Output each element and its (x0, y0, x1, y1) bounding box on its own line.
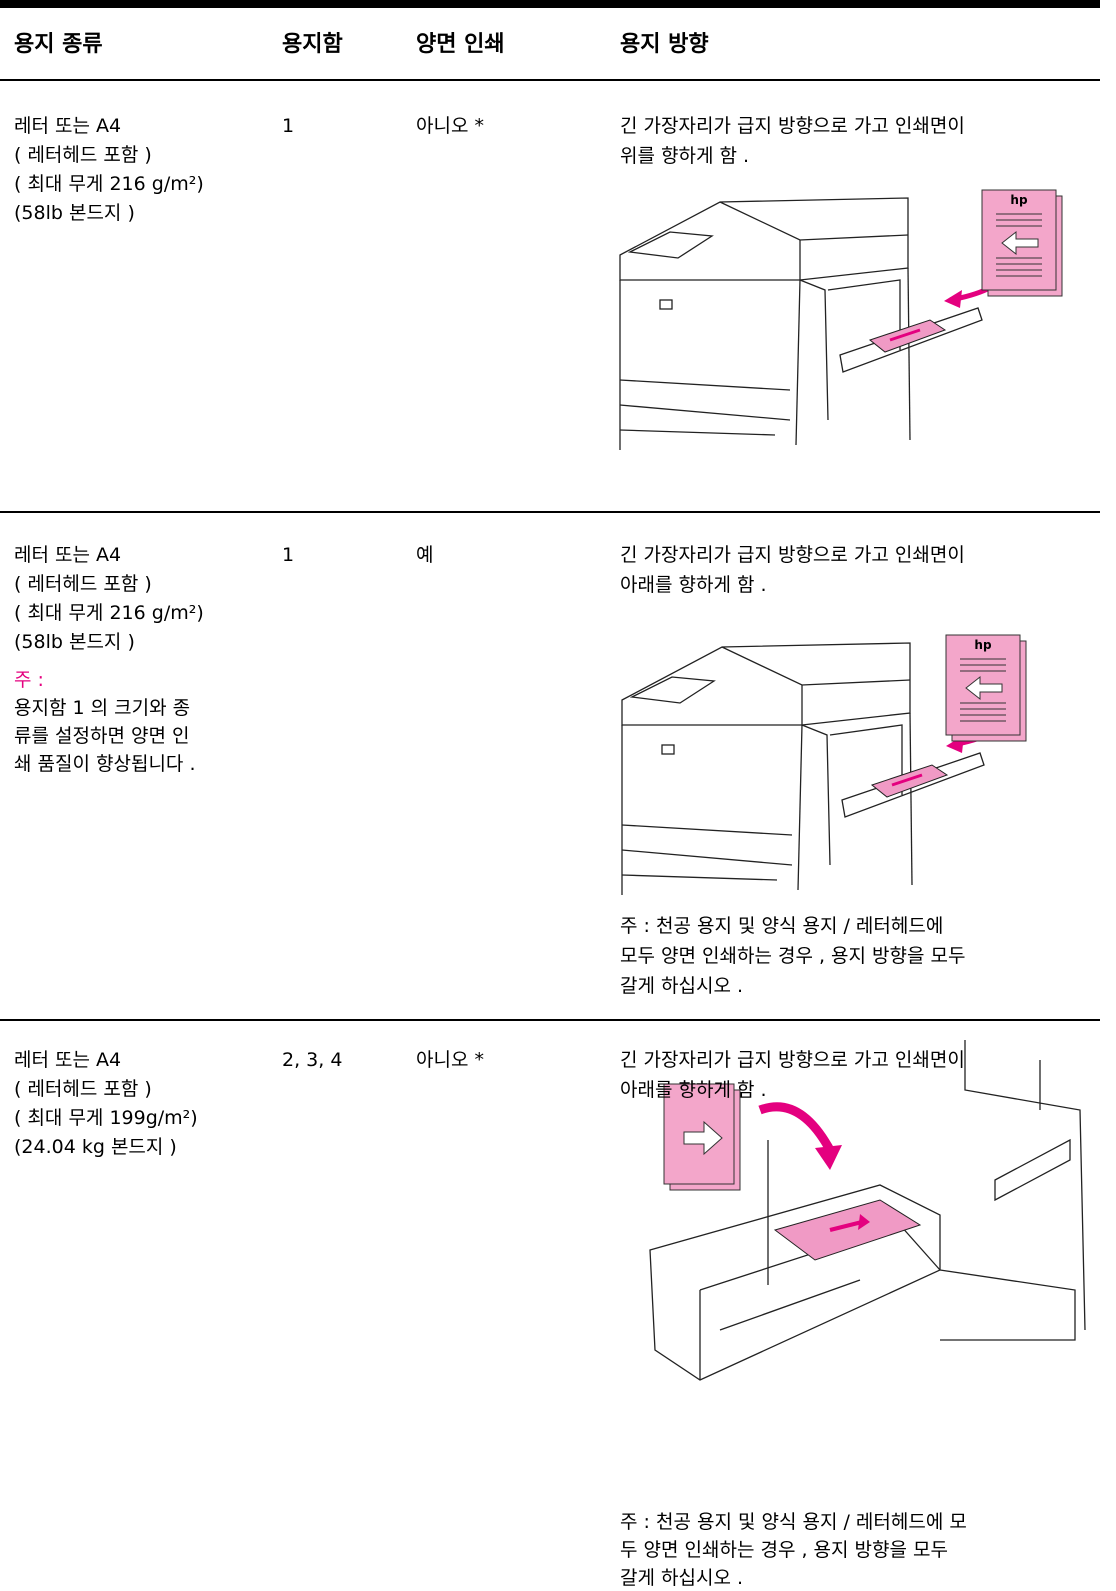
column-header: 용지 종류 (14, 32, 103, 57)
duplex-value: 예 (416, 544, 434, 566)
note-label: 주 : (14, 669, 44, 691)
column-header: 용지함 (282, 32, 343, 57)
tray-value: 1 (282, 544, 295, 566)
note-line: 류를 설정하면 양면 인 (14, 725, 190, 747)
column-header: 용지 방향 (620, 32, 709, 57)
logo-text: hp (1010, 193, 1028, 207)
paper-type-line: ( 레터헤드 포함 ) (14, 573, 152, 595)
orientation-note-line: 두 양면 인쇄하는 경우 , 용지 방향을 모두 (620, 1539, 948, 1561)
orientation-line: 아래를 향하게 함 . (620, 574, 767, 596)
paper-type-line: 레터 또는 A4 (14, 1049, 122, 1071)
logo-text: hp (974, 638, 992, 652)
duplex-value: 아니오 * (416, 1049, 484, 1071)
paper-type-line: ( 최대 무게 199g/m²) (14, 1107, 198, 1129)
duplex-value: 아니오 * (416, 115, 484, 137)
note-line: 용지함 1 의 크기와 종 (14, 697, 191, 719)
orientation-line: 위를 향하게 함 . (620, 145, 750, 167)
orientation-line: 긴 가장자리가 급지 방향으로 가고 인쇄면이 (620, 115, 965, 137)
orientation-note-line: 모두 양면 인쇄하는 경우 , 용지 방향을 모두 (620, 945, 966, 967)
paper-type-line: (58lb 본드지 ) (14, 631, 135, 653)
paper-type-line: (58lb 본드지 ) (14, 202, 135, 224)
header-rule (0, 79, 1100, 81)
row-rule (0, 511, 1100, 513)
row-rule (0, 1019, 1100, 1021)
tray-illustration (649, 1040, 1086, 1381)
paper-type-line: ( 레터헤드 포함 ) (14, 144, 152, 166)
orientation-line: 긴 가장자리가 급지 방향으로 가고 인쇄면이 (620, 544, 965, 566)
column-header: 양면 인쇄 (416, 32, 505, 57)
orientation-line: 긴 가장자리가 급지 방향으로 가고 인쇄면이 (620, 1049, 965, 1071)
paper-type-line: ( 최대 무게 216 g/m²) (14, 173, 204, 195)
paper-type-line: 레터 또는 A4 (14, 544, 122, 566)
note-line: 쇄 품질이 향상됩니다 . (14, 753, 196, 775)
printer-illustration (620, 198, 1010, 450)
orientation-note-line: 갈게 하십시오 . (620, 975, 743, 997)
paper-type-line: ( 최대 무게 216 g/m²) (14, 602, 204, 624)
tray-value: 2, 3, 4 (282, 1049, 343, 1071)
paper-type-line: (24.04 kg 본드지 ) (14, 1136, 177, 1158)
top-rule (0, 0, 1100, 8)
paper-type-line: 레터 또는 A4 (14, 115, 122, 137)
orientation-note-line: 갈게 하십시오 . (620, 1567, 743, 1589)
orientation-line: 아래를 향하게 함 . (620, 1079, 767, 1101)
paper-type-line: ( 레터헤드 포함 ) (14, 1078, 152, 1100)
tray-value: 1 (282, 115, 295, 137)
orientation-note-line: 주 : 천공 용지 및 양식 용지 / 레터헤드에 (620, 915, 944, 937)
orientation-note-line: 주 : 천공 용지 및 양식 용지 / 레터헤드에 모 (620, 1511, 967, 1533)
